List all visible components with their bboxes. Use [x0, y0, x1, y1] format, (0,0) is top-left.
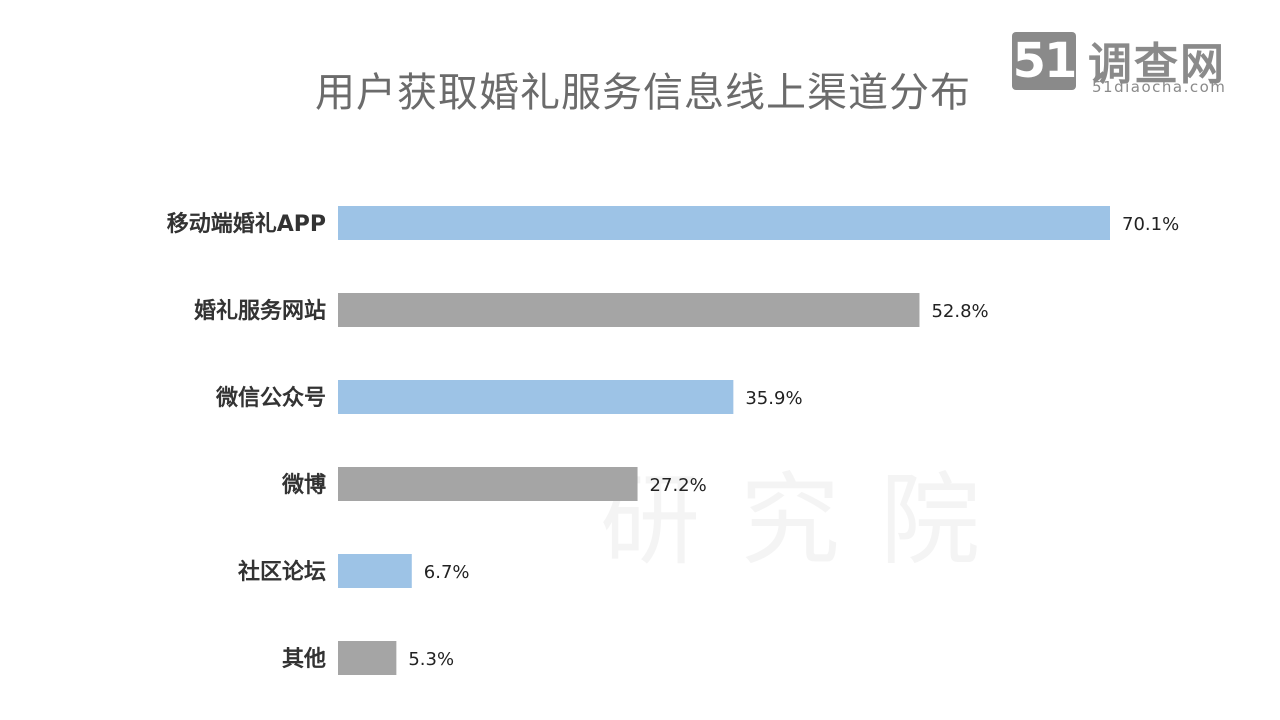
bar: [338, 554, 412, 588]
value-label: 27.2%: [650, 475, 707, 496]
bar-row: 婚礼服务网站 52.8%: [194, 293, 989, 327]
site-logo: 51 调查网 51diaocha.com: [1012, 28, 1272, 98]
category-label: 移动端婚礼APP: [167, 211, 326, 237]
logo-name: 调查网: [1088, 39, 1226, 90]
bar: [338, 293, 920, 327]
bar-row: 移动端婚礼APP 70.1%: [167, 206, 1179, 240]
category-label: 婚礼服务网站: [194, 298, 326, 324]
bars-layer: 移动端婚礼APP 70.1% 婚礼服务网站 52.8% 微信公众号 35.9% 微博 27.2…: [167, 206, 1179, 675]
bar-row: 微博 27.2%: [281, 467, 707, 501]
value-label: 5.3%: [408, 649, 454, 670]
chart-title: 用户获取婚礼服务信息线上渠道分布: [315, 70, 971, 116]
bar: [338, 206, 1110, 240]
bar: [338, 467, 638, 501]
category-label: 微信公众号: [215, 385, 326, 411]
bar-row: 社区论坛 6.7%: [238, 554, 470, 588]
value-label: 52.8%: [931, 301, 988, 322]
value-label: 70.1%: [1122, 214, 1179, 235]
category-label: 其他: [282, 647, 326, 672]
logo-url: 51diaocha.com: [1092, 78, 1227, 96]
watermark-text: 研究院: [600, 462, 1020, 579]
bar: [338, 641, 397, 675]
logo-number: 51: [1012, 32, 1077, 90]
category-label: 社区论坛: [238, 559, 326, 585]
category-label: 微博: [281, 472, 326, 498]
value-label: 35.9%: [745, 388, 802, 409]
watermark: 研究院: [600, 462, 1020, 579]
bar: [338, 380, 734, 414]
bar-row: 其他 5.3%: [282, 641, 454, 675]
value-label: 6.7%: [424, 562, 470, 583]
bar-row: 微信公众号 35.9%: [215, 380, 803, 414]
